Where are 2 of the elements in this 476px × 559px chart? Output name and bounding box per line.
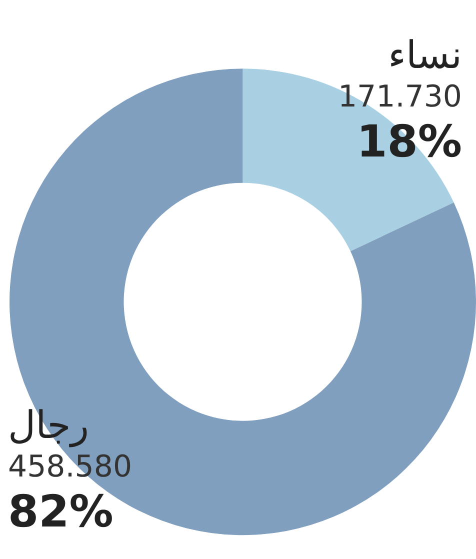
data-label: 171.730 18% [338,80,462,168]
slice-label: نساء [388,33,462,77]
